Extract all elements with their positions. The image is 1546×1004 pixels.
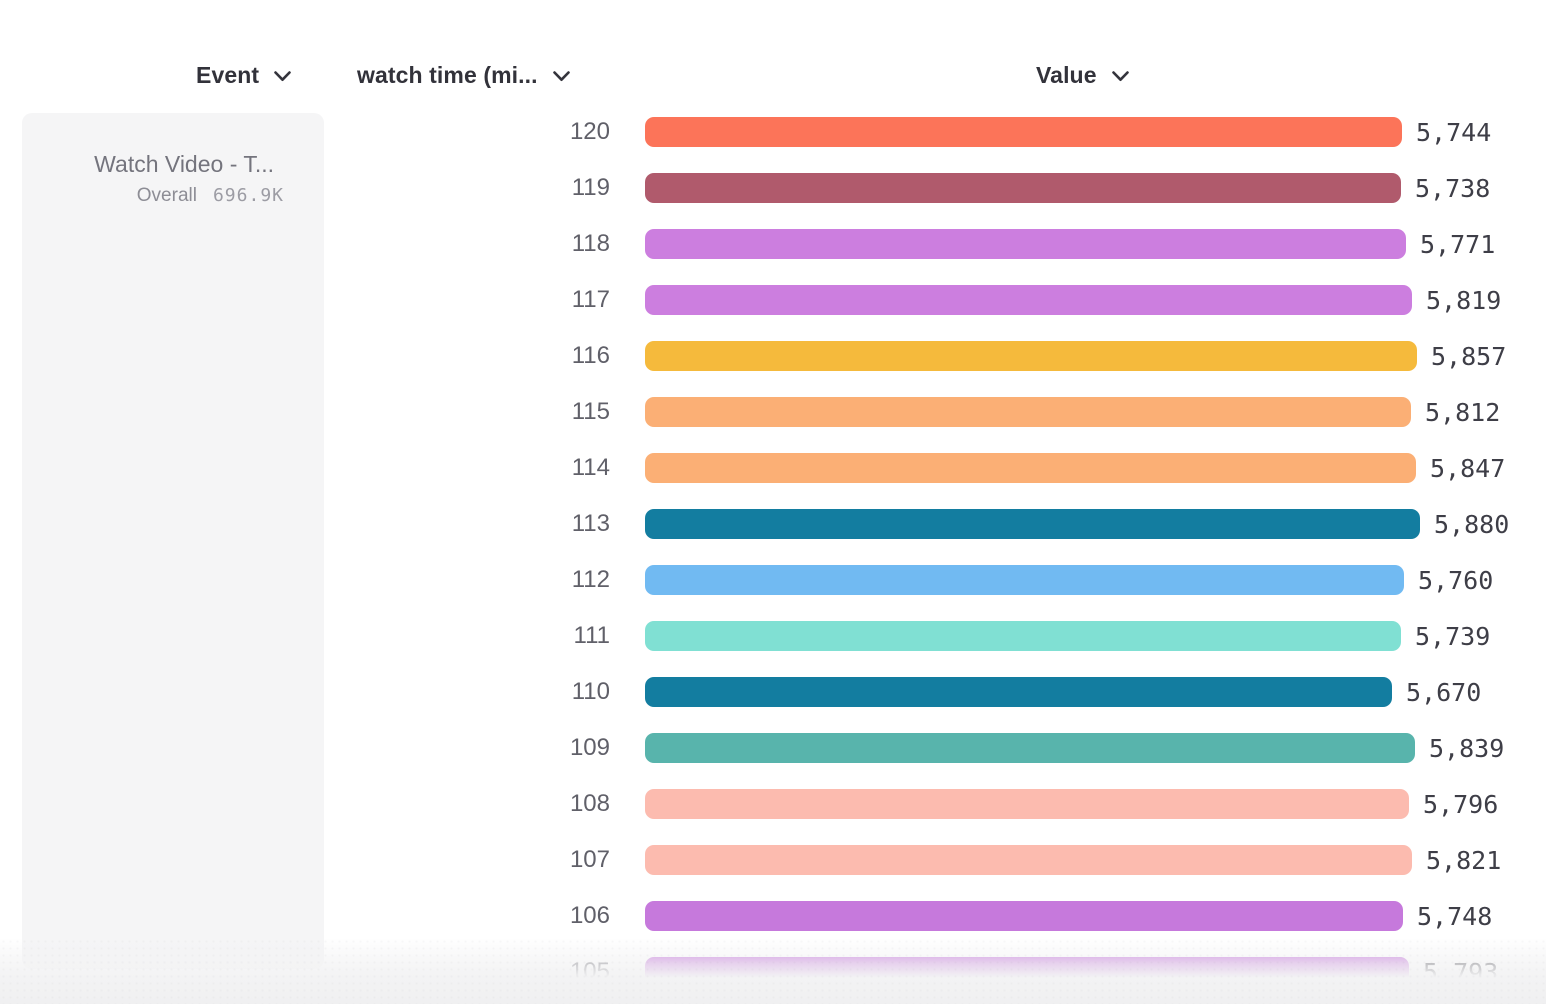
bar-value-label: 5,760 [1418, 566, 1494, 595]
bar[interactable] [645, 397, 1411, 427]
bar-row: 117 5,819 [0, 285, 1546, 315]
bar-value-label: 5,793 [1423, 958, 1499, 987]
bar-category-label: 111 [573, 622, 610, 649]
event-stats: Overall 696.9K [22, 185, 284, 207]
bar-category-label: 109 [569, 734, 610, 761]
bar-row: 118 5,771 [0, 229, 1546, 259]
bar-row: 110 5,670 [0, 677, 1546, 707]
bar-row: 114 5,847 [0, 453, 1546, 483]
bar[interactable] [645, 285, 1412, 315]
bar-value-label: 5,796 [1423, 790, 1499, 819]
bar-category-label: 107 [569, 846, 610, 873]
bar-row: 116 5,857 [0, 341, 1546, 371]
bar-category-label: 120 [569, 118, 610, 145]
bar-value-label: 5,812 [1425, 398, 1501, 427]
column-header-watch-time-label: watch time (mi... [357, 61, 538, 88]
bar[interactable] [645, 957, 1409, 987]
bar-category-label: 119 [571, 174, 610, 201]
bar-value-label: 5,744 [1416, 118, 1492, 147]
column-header-watch-time[interactable]: watch time (mi... [357, 58, 570, 92]
bar-category-label: 115 [571, 398, 610, 425]
bar[interactable] [645, 173, 1401, 203]
bar[interactable] [645, 453, 1416, 483]
bar-value-label: 5,738 [1415, 174, 1491, 203]
event-title: Watch Video - T... [94, 151, 274, 177]
bar-value-label: 5,880 [1434, 510, 1510, 539]
bar-category-label: 118 [571, 230, 610, 257]
bar-value-label: 5,771 [1420, 230, 1496, 259]
bar-category-label: 114 [571, 454, 610, 481]
bar-category-label: 108 [569, 790, 610, 817]
event-card[interactable]: Watch Video - T... Overall 696.9K [22, 113, 324, 969]
bar-value-label: 5,839 [1429, 734, 1505, 763]
bar[interactable] [645, 117, 1402, 147]
bar-category-label: 105 [569, 958, 610, 985]
bar-value-label: 5,739 [1415, 622, 1491, 651]
bar[interactable] [645, 341, 1417, 371]
bar[interactable] [645, 845, 1412, 875]
bar-category-label: 106 [569, 902, 610, 929]
column-header-value[interactable]: Value [1036, 58, 1129, 92]
bar[interactable] [645, 621, 1401, 651]
bar-category-label: 116 [571, 342, 610, 369]
column-header-event-label: Event [196, 61, 260, 88]
bar[interactable] [645, 677, 1392, 707]
column-header-value-label: Value [1036, 61, 1097, 88]
bar-row: 105 5,793 [0, 957, 1546, 987]
bar-category-label: 112 [571, 566, 610, 593]
event-metric-label: Overall [136, 185, 197, 206]
bar-value-label: 5,670 [1406, 678, 1482, 707]
bar[interactable] [645, 565, 1404, 595]
bar-category-label: 113 [571, 510, 610, 537]
bar-value-label: 5,847 [1430, 454, 1506, 483]
bar-value-label: 5,748 [1417, 902, 1493, 931]
bar[interactable] [645, 789, 1409, 819]
event-metric-value: 696.9K [212, 185, 284, 206]
bar-category-label: 117 [571, 286, 610, 313]
bar[interactable] [645, 733, 1415, 763]
bar-row: 106 5,748 [0, 901, 1546, 931]
bar-row: 108 5,796 [0, 789, 1546, 819]
bar-row: 111 5,739 [0, 621, 1546, 651]
bar[interactable] [645, 901, 1403, 931]
bar-row: 120 5,744 [0, 117, 1546, 147]
bar-row: 115 5,812 [0, 397, 1546, 427]
bar[interactable] [645, 509, 1420, 539]
bar[interactable] [645, 229, 1406, 259]
chevron-down-icon [552, 71, 570, 81]
bar-row: 119 5,738 [0, 173, 1546, 203]
chevron-down-icon [1111, 71, 1129, 81]
bar-row: 109 5,839 [0, 733, 1546, 763]
bar-value-label: 5,857 [1431, 342, 1507, 371]
bar-row: 112 5,760 [0, 565, 1546, 595]
bar-category-label: 110 [571, 678, 610, 705]
bar-value-label: 5,819 [1426, 286, 1502, 315]
bar-value-label: 5,821 [1426, 846, 1502, 875]
column-header-event[interactable]: Event [196, 58, 291, 92]
bar-row: 107 5,821 [0, 845, 1546, 875]
bar-row: 113 5,880 [0, 509, 1546, 539]
chevron-down-icon [274, 71, 291, 81]
